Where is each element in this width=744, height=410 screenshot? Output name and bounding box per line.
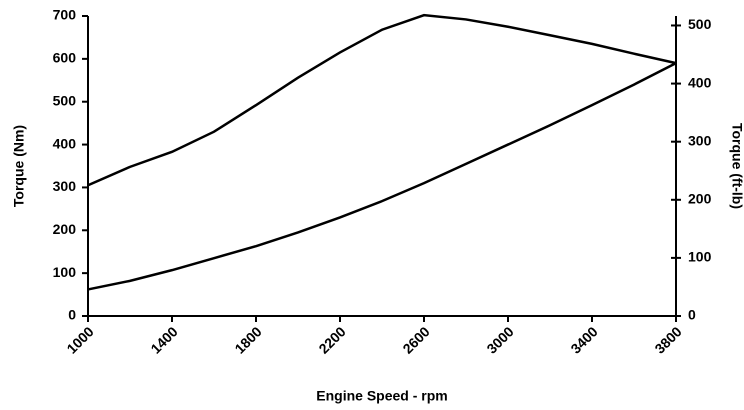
y-tick-label: 0 — [68, 307, 76, 323]
x-tick-label: 1800 — [231, 323, 264, 356]
x-tick-label: 1400 — [147, 323, 180, 356]
x-tick-label: 3400 — [567, 323, 600, 356]
y2-axis-label: Torque (ft-lb) — [729, 123, 744, 209]
y2-tick-label: 300 — [688, 132, 712, 148]
x-tick-label: 2600 — [399, 323, 432, 356]
y-tick-label: 200 — [53, 221, 77, 237]
x-axis-label: Engine Speed - rpm — [316, 388, 447, 404]
x-tick-label: 1000 — [63, 323, 96, 356]
y2-tick-label: 400 — [688, 74, 712, 90]
x-tick-label: 2200 — [315, 323, 348, 356]
line-series — [87, 13, 677, 187]
y-tick-label: 700 — [53, 7, 77, 23]
x-tick-label: 3000 — [483, 323, 516, 356]
y-tick-label: 300 — [53, 178, 77, 194]
y-tick-label: 100 — [53, 264, 77, 280]
line-series — [87, 62, 677, 291]
y-tick-label: 500 — [53, 92, 77, 108]
x-tick-label: 3800 — [651, 323, 684, 356]
y-axis-label: Torque (Nm) — [11, 125, 27, 207]
y2-tick-label: 200 — [688, 190, 712, 206]
y-tick-label: 400 — [53, 135, 77, 151]
y2-tick-label: 100 — [688, 249, 712, 265]
y2-tick-label: 500 — [688, 16, 712, 32]
y2-tick-label: 0 — [688, 307, 696, 323]
y-tick-label: 600 — [53, 50, 77, 66]
